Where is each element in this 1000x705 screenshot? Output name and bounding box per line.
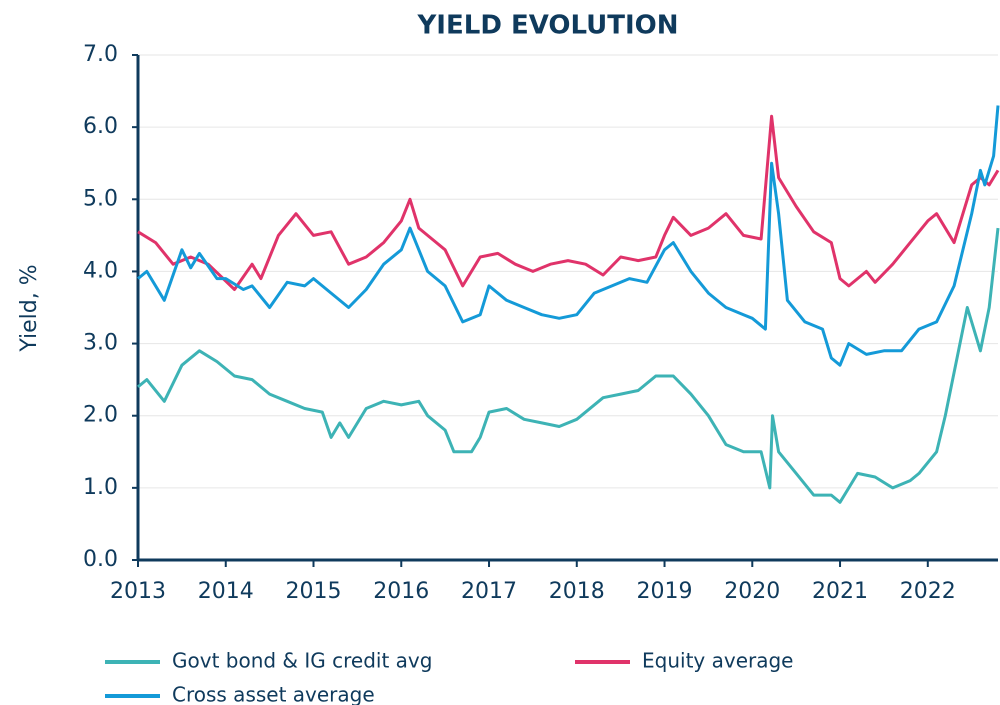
y-tick-label: 3.0 bbox=[83, 331, 118, 356]
y-tick-label: 5.0 bbox=[83, 186, 118, 211]
legend-label: Cross asset average bbox=[172, 683, 375, 705]
legend-label: Govt bond & IG credit avg bbox=[172, 649, 432, 673]
chart-title: YIELD EVOLUTION bbox=[416, 11, 678, 41]
series-line bbox=[137, 105, 1000, 367]
legend-label: Equity average bbox=[642, 649, 793, 673]
x-tick-label: 2018 bbox=[549, 579, 605, 604]
x-tick-label: 2017 bbox=[461, 579, 517, 604]
x-tick-label: 2021 bbox=[812, 579, 868, 604]
x-tick-label: 2016 bbox=[373, 579, 429, 604]
y-tick-label: 4.0 bbox=[83, 258, 118, 283]
y-tick-label: 6.0 bbox=[83, 114, 118, 139]
y-tick-label: 0.0 bbox=[83, 547, 118, 572]
x-tick-label: 2013 bbox=[110, 579, 166, 604]
y-tick-label: 1.0 bbox=[83, 475, 118, 500]
x-tick-label: 2022 bbox=[900, 579, 956, 604]
x-tick-label: 2020 bbox=[724, 579, 780, 604]
x-tick-label: 2019 bbox=[637, 579, 693, 604]
series-line bbox=[137, 114, 1000, 291]
x-tick-label: 2014 bbox=[198, 579, 254, 604]
y-tick-label: 7.0 bbox=[83, 42, 118, 67]
x-tick-label: 2015 bbox=[286, 579, 342, 604]
y-tick-label: 2.0 bbox=[83, 403, 118, 428]
series-line bbox=[137, 227, 1000, 504]
y-axis-label: Yield, % bbox=[17, 264, 42, 352]
